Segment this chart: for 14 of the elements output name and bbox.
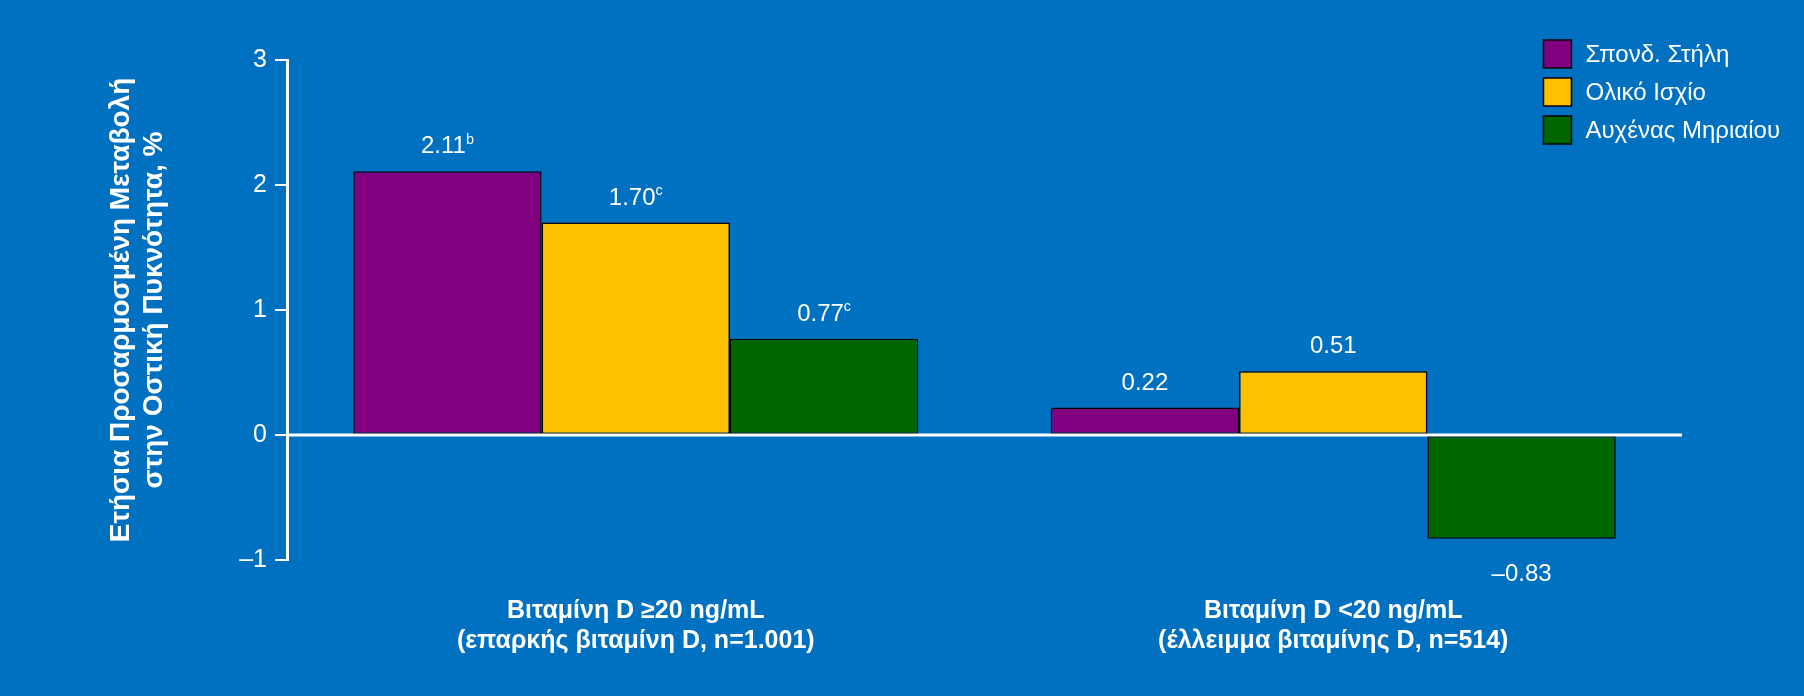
y-tick-label: 3 [253, 43, 268, 72]
y-tick-label: 1 [253, 293, 268, 322]
data-label: –0.83 [1491, 558, 1552, 586]
legend-label: Ολικό Ισχίο [1585, 77, 1706, 105]
legend-label: Σπονδ. Στήλη [1585, 39, 1730, 67]
y-tick-label: –1 [239, 543, 268, 572]
data-label: 0.22 [1121, 367, 1169, 395]
legend-label: Αυχένας Μηριαίου [1585, 115, 1780, 143]
y-axis-title: Ετήσια Προσαρμοσμένη Μεταβολή στην Οστική Πυκνότητα, % [103, 77, 169, 543]
y-tick-label: 0 [253, 418, 268, 447]
x-tick-label: Βιταμίνη D ≥20 ng/mL (επαρκής βιταμίνη D, n=1.001) [456, 594, 815, 654]
x-tick-label: Βιταμίνη D <20 ng/mL (έλλειμμα βιταμίνης D, n=514) [1158, 594, 1509, 654]
data-label: 0.51 [1309, 331, 1357, 359]
y-tick-label: 2 [253, 168, 268, 197]
